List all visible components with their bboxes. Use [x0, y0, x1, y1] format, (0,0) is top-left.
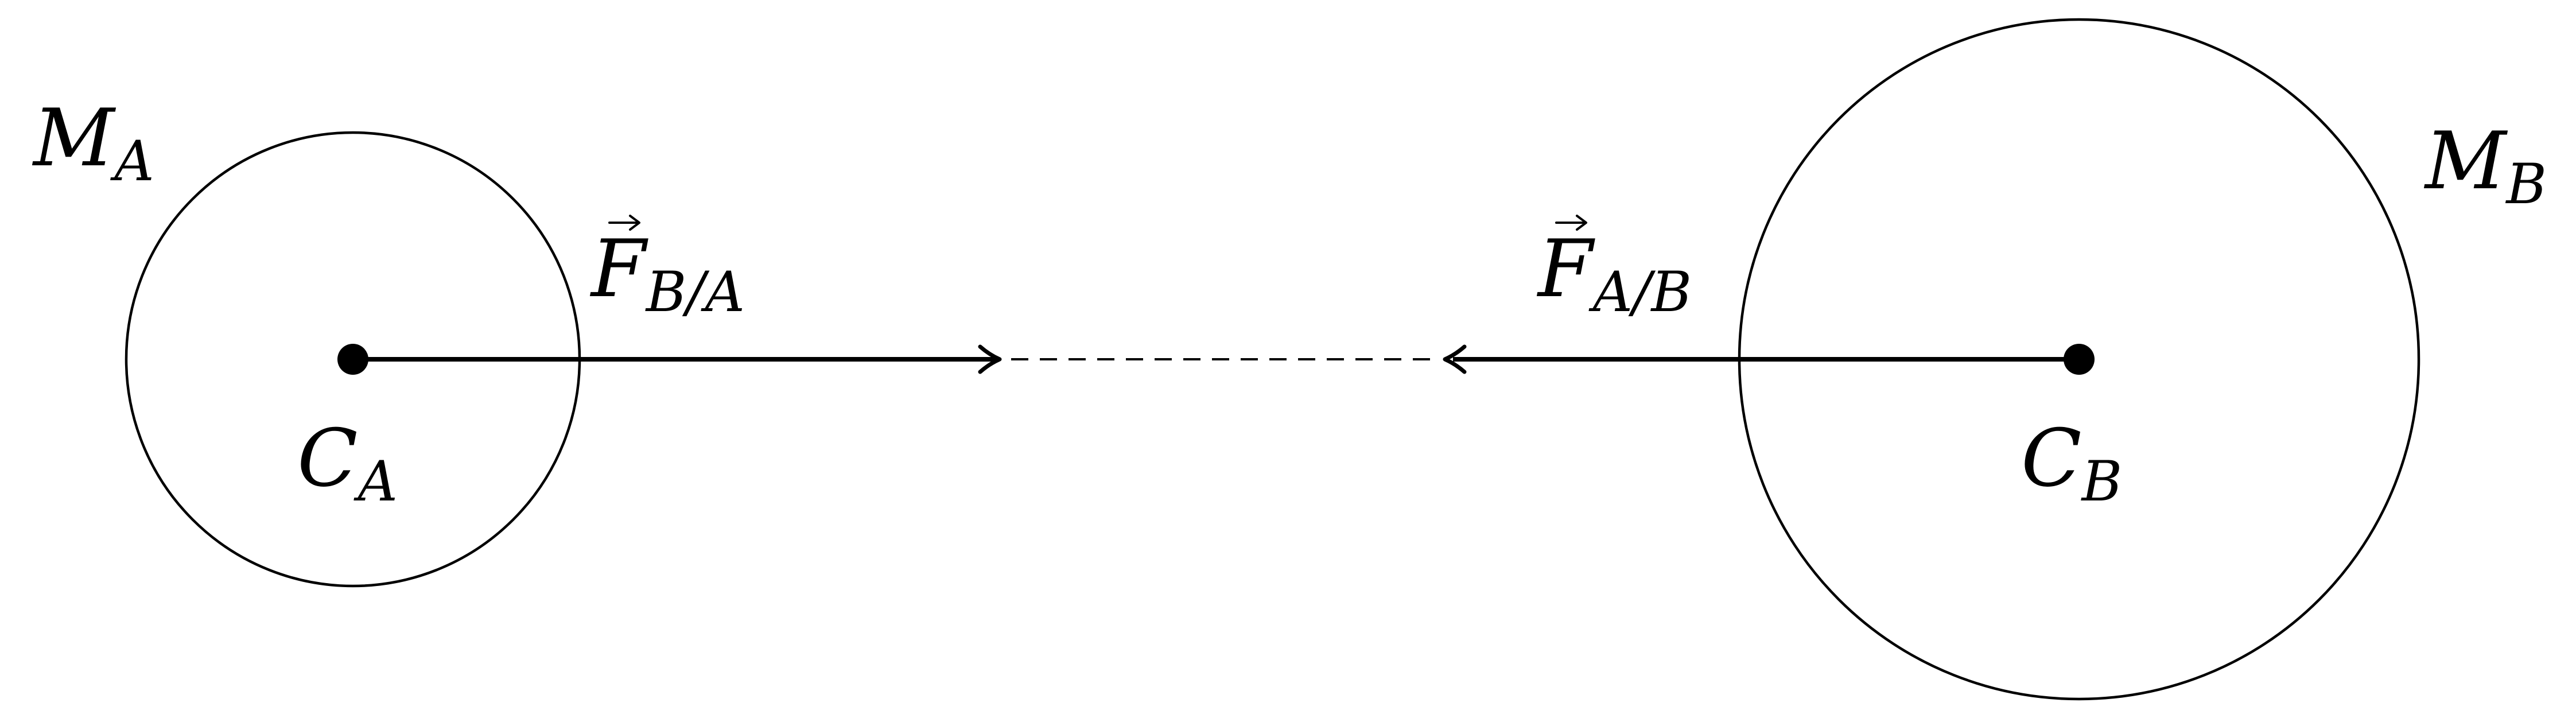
center-b-label: CB [2021, 412, 2122, 514]
center-a-label: CA [297, 412, 398, 514]
center-a-symbol: C [297, 412, 358, 504]
force-a-on-b-label-group: FA/B [1536, 215, 1692, 324]
force-a-on-b-arrowhead-icon [1443, 344, 1467, 374]
mass-a-label: MA [32, 92, 154, 193]
force-b-on-a-subscript: B/A [645, 260, 745, 324]
mass-b-symbol: M [2423, 115, 2508, 207]
mass-a-subscript: A [110, 129, 154, 193]
mass-b-label: MB [2423, 115, 2547, 216]
mass-b-subscript: B [2505, 152, 2547, 216]
force-b-on-a-arrowhead-icon [978, 344, 1002, 374]
force-a-on-b-symbol: F [1536, 223, 1595, 315]
force-b-on-a-symbol: F [589, 223, 648, 315]
force-a-on-b-label: FA/B [1536, 223, 1692, 324]
center-b-dot [2064, 344, 2095, 375]
center-b-subscript: B [2081, 449, 2123, 514]
force-b-on-a-label: FB/A [589, 223, 745, 324]
force-b-on-a-label-group: FB/A [589, 215, 745, 324]
mass-a-symbol: M [32, 92, 116, 184]
force-a-on-b-vector-arrow-icon [1555, 215, 1587, 231]
center-a-subscript: A [353, 449, 398, 514]
force-a-on-b-subscript: A/B [1588, 260, 1692, 324]
center-a-dot [337, 344, 368, 375]
force-b-on-a-vector-arrow-icon [608, 215, 640, 231]
center-b-symbol: C [2021, 412, 2082, 504]
